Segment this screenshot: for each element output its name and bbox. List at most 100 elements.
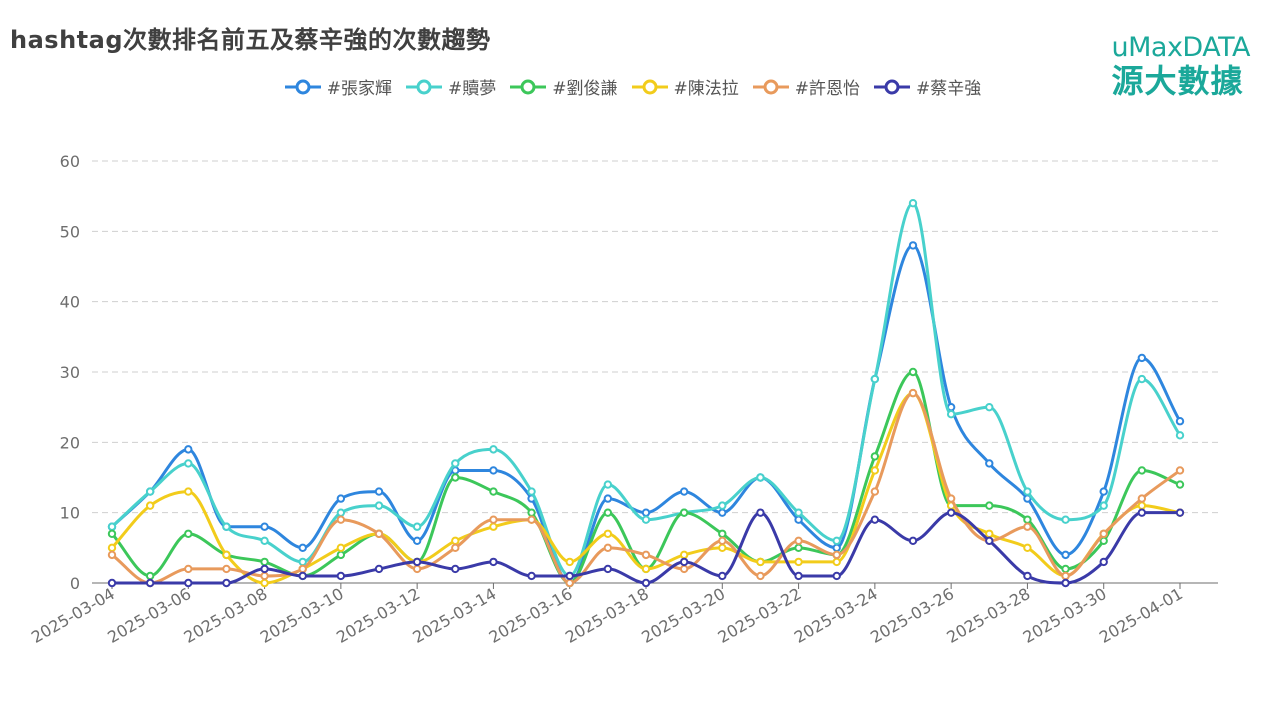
x-tick-label: 2025-03-26 bbox=[867, 584, 957, 647]
data-point bbox=[1023, 571, 1032, 581]
x-tick-label: 2025-03-04 bbox=[28, 584, 118, 647]
brand-logo: uMaxDATA 源大數據 bbox=[1111, 32, 1251, 101]
data-point bbox=[451, 473, 460, 482]
data-point bbox=[107, 529, 117, 538]
x-tick-label: 2025-03-24 bbox=[791, 584, 881, 647]
legend-item[interactable]: #張家輝 bbox=[283, 74, 392, 99]
data-point bbox=[489, 445, 498, 454]
data-point bbox=[222, 550, 231, 560]
data-point bbox=[412, 557, 422, 567]
data-point bbox=[1099, 557, 1108, 567]
data-point bbox=[832, 550, 841, 560]
data-point bbox=[145, 501, 155, 510]
data-point bbox=[1061, 550, 1070, 560]
data-point bbox=[260, 578, 269, 588]
data-point bbox=[374, 487, 384, 496]
data-point bbox=[222, 578, 231, 588]
data-point bbox=[946, 410, 956, 419]
data-point bbox=[222, 522, 231, 531]
data-point bbox=[260, 564, 269, 574]
legend-item[interactable]: #陳法拉 bbox=[630, 74, 739, 99]
data-point bbox=[451, 459, 460, 468]
legend-label: #劉俊謙 bbox=[552, 79, 618, 99]
data-point bbox=[908, 241, 918, 250]
data-point bbox=[260, 522, 269, 531]
data-point bbox=[908, 199, 918, 208]
data-point bbox=[794, 536, 803, 545]
data-point bbox=[985, 459, 994, 468]
data-point bbox=[794, 557, 803, 567]
data-point bbox=[412, 536, 422, 545]
series-line bbox=[110, 243, 1182, 585]
y-tick-label: 30 bbox=[60, 363, 80, 382]
data-point bbox=[718, 501, 727, 510]
data-point bbox=[794, 515, 803, 524]
legend-item[interactable]: #劉俊謙 bbox=[508, 74, 618, 99]
data-point bbox=[870, 515, 880, 524]
data-point bbox=[603, 508, 613, 517]
x-tick-label: 2025-03-06 bbox=[104, 584, 194, 647]
data-point bbox=[527, 487, 536, 496]
legend-circle bbox=[763, 79, 779, 94]
data-point bbox=[1099, 529, 1108, 538]
data-point bbox=[1137, 374, 1147, 384]
y-tick-label: 60 bbox=[60, 152, 80, 171]
legend-item[interactable]: #贖夢 bbox=[404, 74, 496, 99]
data-point bbox=[374, 564, 384, 574]
data-point bbox=[412, 564, 422, 574]
data-point bbox=[336, 543, 346, 553]
x-tick-label: 2025-03-14 bbox=[409, 584, 499, 647]
data-point bbox=[222, 564, 231, 574]
data-point bbox=[794, 508, 803, 517]
legend-label: #蔡辛強 bbox=[916, 79, 982, 99]
y-tick-label: 40 bbox=[60, 293, 80, 312]
data-point bbox=[641, 515, 651, 524]
series-5 bbox=[107, 388, 1185, 588]
data-point bbox=[1175, 466, 1185, 475]
data-point bbox=[527, 515, 536, 524]
legend-circle bbox=[884, 79, 900, 94]
data-point bbox=[985, 536, 994, 545]
data-point bbox=[603, 543, 613, 553]
x-tick-label: 2025-04-01 bbox=[1096, 584, 1186, 647]
x-tick-label: 2025-03-18 bbox=[562, 584, 652, 647]
y-tick-label: 0 bbox=[70, 574, 80, 593]
legend-item[interactable]: #許恩怡 bbox=[751, 74, 860, 99]
data-point bbox=[298, 571, 307, 581]
data-point bbox=[565, 557, 574, 567]
data-point bbox=[946, 508, 956, 517]
data-point bbox=[1023, 522, 1032, 531]
data-point bbox=[718, 571, 727, 581]
data-point bbox=[489, 557, 498, 567]
data-point bbox=[1175, 508, 1185, 517]
data-point bbox=[184, 487, 193, 496]
data-point bbox=[1099, 487, 1108, 496]
legend-marker-icon bbox=[284, 79, 321, 94]
data-point bbox=[1061, 578, 1070, 588]
data-point bbox=[565, 578, 574, 588]
chart-title: hashtag次數排名前五及蔡辛強的次數趨勢 bbox=[10, 26, 491, 54]
legend-circle bbox=[416, 79, 432, 94]
data-point bbox=[260, 571, 269, 581]
data-point bbox=[527, 571, 536, 581]
data-point bbox=[374, 501, 384, 510]
data-point bbox=[184, 529, 193, 538]
data-point bbox=[718, 543, 727, 553]
data-point bbox=[641, 550, 651, 560]
brand-logo-en: uMaxDATA bbox=[1111, 32, 1251, 63]
data-point bbox=[756, 473, 765, 482]
legend-marker-icon bbox=[631, 79, 668, 94]
data-point bbox=[1137, 494, 1147, 503]
data-point bbox=[1099, 501, 1108, 510]
data-point bbox=[794, 543, 803, 553]
data-point bbox=[794, 571, 803, 581]
data-point bbox=[260, 557, 269, 567]
x-tick-label: 2025-03-30 bbox=[1020, 584, 1110, 647]
data-point bbox=[679, 508, 689, 517]
data-point bbox=[603, 494, 613, 503]
data-point bbox=[870, 466, 880, 475]
legend-item[interactable]: #蔡辛強 bbox=[872, 74, 981, 99]
data-point bbox=[336, 550, 346, 560]
data-point bbox=[107, 550, 117, 560]
